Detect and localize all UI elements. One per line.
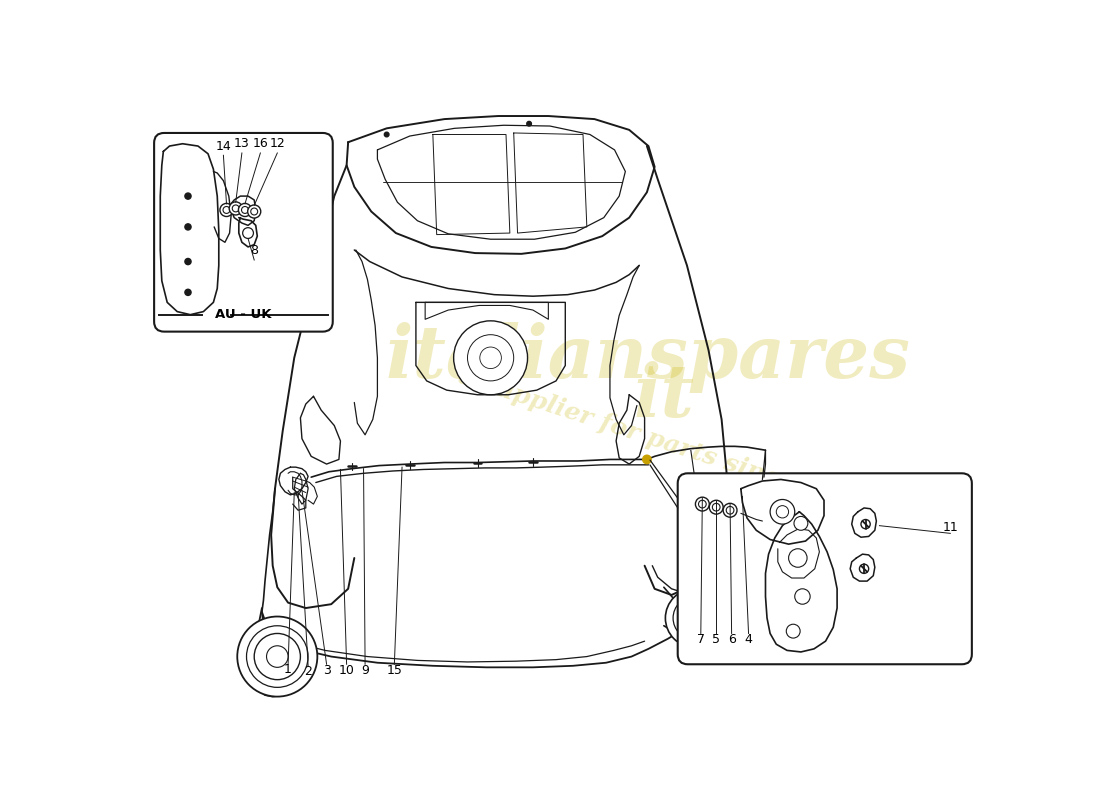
Circle shape <box>666 589 724 647</box>
Circle shape <box>700 534 705 538</box>
Text: 10: 10 <box>339 664 354 677</box>
Circle shape <box>786 624 800 638</box>
Text: 15: 15 <box>386 664 403 677</box>
Text: 14: 14 <box>216 139 231 153</box>
Circle shape <box>248 205 261 218</box>
Circle shape <box>726 506 734 514</box>
Text: 11: 11 <box>943 521 958 534</box>
Circle shape <box>232 205 239 212</box>
Circle shape <box>794 517 807 530</box>
Text: 9: 9 <box>361 664 368 677</box>
Text: 12: 12 <box>270 138 285 150</box>
Circle shape <box>243 228 253 238</box>
Text: 13: 13 <box>234 138 250 150</box>
Circle shape <box>710 500 723 514</box>
Circle shape <box>681 604 708 632</box>
Text: AU - UK: AU - UK <box>216 308 272 321</box>
Circle shape <box>689 612 701 624</box>
Circle shape <box>702 540 706 545</box>
FancyBboxPatch shape <box>678 474 972 664</box>
Circle shape <box>713 503 721 511</box>
Circle shape <box>861 519 870 529</box>
Circle shape <box>480 347 502 369</box>
Circle shape <box>246 626 308 687</box>
Circle shape <box>527 122 531 126</box>
Circle shape <box>223 206 230 214</box>
Circle shape <box>185 258 191 265</box>
Circle shape <box>185 193 191 199</box>
Text: 7: 7 <box>696 633 705 646</box>
Text: 3: 3 <box>322 664 330 677</box>
Text: 4: 4 <box>745 633 752 646</box>
Text: 5: 5 <box>712 633 720 646</box>
Text: a supplier for parts since 1985: a supplier for parts since 1985 <box>455 365 872 521</box>
Circle shape <box>468 334 514 381</box>
Circle shape <box>239 203 252 217</box>
Circle shape <box>673 597 716 640</box>
Circle shape <box>789 549 807 567</box>
Circle shape <box>251 208 257 215</box>
Circle shape <box>254 634 300 680</box>
Circle shape <box>242 206 249 214</box>
Circle shape <box>794 589 810 604</box>
Circle shape <box>238 617 318 697</box>
Circle shape <box>859 564 869 574</box>
Circle shape <box>229 202 242 215</box>
Circle shape <box>777 506 789 518</box>
Circle shape <box>384 132 389 137</box>
Text: italianspares: italianspares <box>386 322 911 394</box>
Text: 2: 2 <box>305 666 312 678</box>
Circle shape <box>453 321 528 394</box>
Circle shape <box>266 646 288 667</box>
Circle shape <box>700 524 705 530</box>
Circle shape <box>642 455 651 464</box>
Circle shape <box>723 503 737 517</box>
Circle shape <box>698 500 706 508</box>
Text: 1: 1 <box>284 663 292 676</box>
Circle shape <box>220 203 233 217</box>
Text: it: it <box>634 361 694 432</box>
Text: 8: 8 <box>250 243 258 257</box>
Circle shape <box>185 224 191 230</box>
FancyBboxPatch shape <box>154 133 332 332</box>
Circle shape <box>185 290 191 295</box>
Text: 6: 6 <box>728 633 736 646</box>
Text: 16: 16 <box>253 138 268 150</box>
Circle shape <box>695 497 710 511</box>
Circle shape <box>770 499 795 524</box>
